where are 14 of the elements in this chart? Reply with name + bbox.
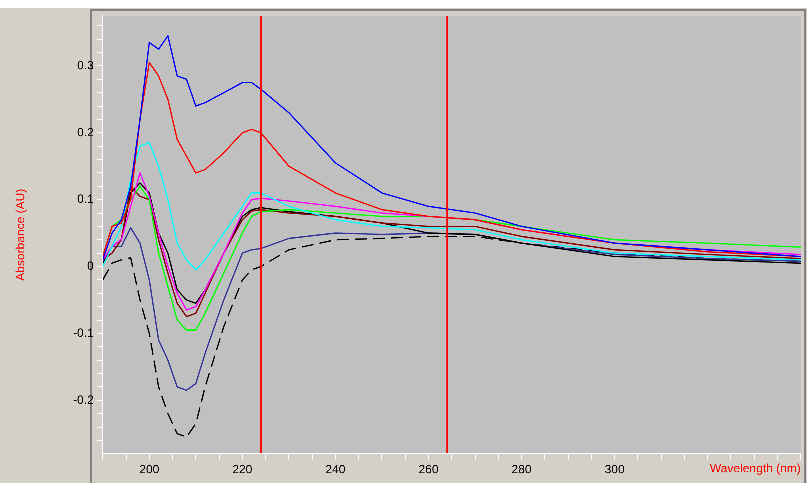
x-axis-title: Wavelength (nm) [710, 461, 801, 476]
y-tick-label: 0.1 [77, 192, 94, 206]
y-tick-label: 0.2 [77, 125, 94, 140]
x-tick-label: 280 [512, 462, 532, 477]
x-tick-label: 220 [232, 462, 253, 477]
x-tick-label: 200 [140, 462, 160, 477]
y-tick-label: -0.2 [73, 392, 94, 407]
x-tick-label: 300 [604, 462, 626, 477]
y-tick-label: 0 [87, 259, 94, 274]
y-tick-label: 0.3 [77, 58, 94, 72]
x-tick-label: 260 [418, 462, 440, 477]
y-axis-title: Absorbance (AU) [14, 188, 28, 282]
x-tick-label: 240 [326, 462, 346, 477]
y-tick-label: -0.1 [73, 326, 94, 340]
